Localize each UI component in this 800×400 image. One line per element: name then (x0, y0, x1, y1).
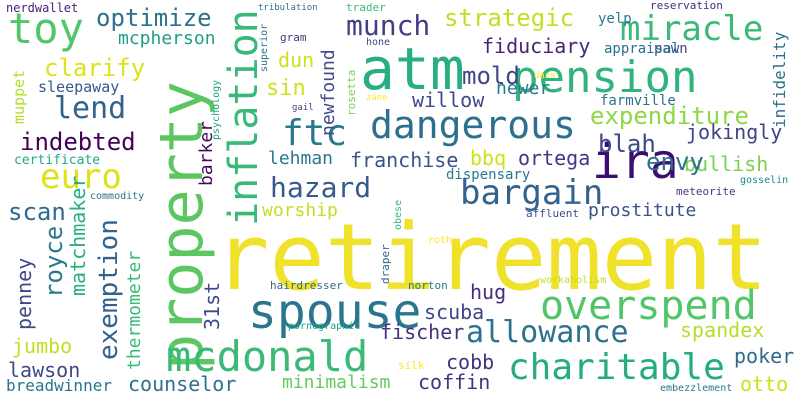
word-embezzlement: embezzlement (660, 383, 733, 394)
word-minimalism: minimalism (282, 372, 391, 393)
word-hairdresser: hairdresser (270, 279, 343, 292)
word-dangerous: dangerous (370, 103, 576, 147)
word-roth: roth (428, 235, 453, 246)
word-dun: dun (278, 48, 315, 72)
word-bbq: bbq (470, 146, 507, 170)
word-bargain: bargain (460, 173, 604, 213)
word-penney: penney (12, 257, 36, 330)
word-mold: mold (462, 62, 520, 90)
word-gram: gram (280, 31, 307, 44)
word-munch: munch (346, 9, 431, 42)
word-exemption: exemption (94, 219, 124, 360)
word-newfound: newfound (318, 49, 339, 136)
word-reservation: reservation (650, 0, 723, 12)
word-31st: 31st (200, 281, 224, 330)
word-zane: zane (366, 93, 388, 103)
word-clarify: clarify (44, 54, 146, 82)
word-fischer: fischer (380, 320, 465, 344)
word-lend: lend (54, 91, 127, 126)
word-trader: trader (346, 1, 386, 14)
word-thermometer: thermometer (124, 250, 145, 370)
word-muppet: muppet (10, 69, 28, 124)
word-spandex: spandex (680, 318, 765, 342)
word-hug: hug (470, 280, 507, 304)
word-ortega: ortega (518, 146, 591, 170)
word-newer: newer (496, 78, 551, 99)
word-certificate: certificate (14, 153, 101, 168)
word-strategic: strategic (444, 4, 575, 32)
word-lehman: lehman (268, 148, 334, 169)
word-silk: silk (398, 359, 425, 372)
word-nerdwallet: nerdwallet (6, 1, 79, 15)
word-poker: poker (734, 344, 795, 368)
word-ira: ira (592, 134, 679, 190)
word-gail: gail (292, 103, 314, 113)
word-appraisal: appraisal (604, 41, 680, 57)
word-commodity: commodity (90, 191, 145, 202)
word-yelp: yelp (598, 11, 632, 27)
word-superior: superior (259, 23, 270, 72)
word-mcpherson: mcpherson (118, 28, 216, 49)
word-tribulation: tribulation (258, 3, 318, 13)
word-expenditure: expenditure (590, 102, 749, 130)
word-toy: toy (8, 4, 84, 53)
word-workaholism: workaholism (540, 275, 607, 286)
word-willow: willow (412, 88, 485, 112)
word-overspend: overspend (540, 283, 757, 329)
word-psychology: psychology (211, 79, 222, 140)
word-ftc: ftc (282, 113, 348, 154)
word-retirement: retirement (214, 204, 768, 311)
word-affluent: affluent (526, 207, 579, 220)
word-dazs: dazs (534, 71, 556, 81)
word-scuba: scuba (424, 300, 485, 324)
word-fiduciary: fiduciary (482, 34, 591, 58)
word-jokingly: jokingly (686, 120, 783, 144)
word-pension: pension (512, 52, 698, 103)
word-cobb: cobb (446, 350, 495, 374)
word-mcdonald: mcdonald (166, 332, 369, 381)
word-gosselin: gosselin (740, 175, 789, 186)
word-charitable: charitable (508, 347, 725, 388)
word-coffin: coffin (418, 370, 491, 394)
word-dispensary: dispensary (446, 167, 531, 183)
word-hone: hone (366, 37, 391, 48)
word-sleepaway: sleepaway (38, 78, 120, 96)
word-allowance: allowance (466, 315, 629, 350)
word-pornographic: pornographic (288, 321, 361, 332)
word-prostitute: prostitute (588, 200, 697, 221)
word-miracle: miracle (620, 9, 764, 49)
word-jumbo: jumbo (12, 334, 73, 358)
word-farmville: farmville (600, 93, 676, 109)
word-obese: obese (393, 199, 404, 230)
word-inflation: inflation (221, 9, 267, 226)
word-counselor: counselor (128, 372, 237, 396)
word-scan: scan (8, 198, 66, 226)
word-euro: euro (40, 157, 122, 197)
word-indebted: indebted (20, 128, 136, 156)
word-pawn: pawn (654, 41, 688, 57)
word-norton: norton (408, 279, 448, 292)
word-lawson: lawson (8, 358, 81, 382)
word-matchmaker: matchmaker (66, 175, 90, 296)
word-optimize: optimize (96, 4, 212, 32)
word-blah: blah (598, 130, 656, 158)
word-spouse: spouse (248, 284, 422, 340)
word-otto: otto (740, 372, 789, 396)
word-worship: worship (262, 200, 338, 221)
word-infidelity: infidelity (770, 31, 789, 128)
word-hazard: hazard (270, 171, 372, 204)
word-franchise: franchise (350, 148, 459, 172)
word-envy: envy (646, 148, 704, 176)
word-atm: atm (360, 35, 465, 103)
word-sin: sin (266, 76, 306, 101)
word-royce: royce (40, 225, 68, 298)
word-meteorite: meteorite (676, 185, 736, 198)
word-bullish: bullish (684, 152, 769, 176)
word-rosetta: rosetta (345, 69, 358, 116)
word-draper: draper (379, 244, 392, 284)
word-breadwinner: breadwinner (6, 376, 112, 395)
